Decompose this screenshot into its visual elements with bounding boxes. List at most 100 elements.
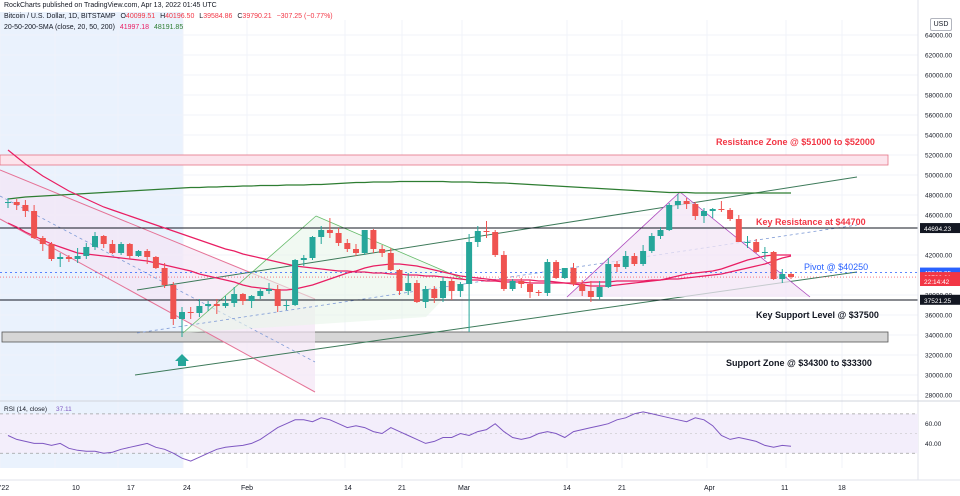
price-badge-text: 44694.23 bbox=[924, 226, 951, 233]
pattern-line bbox=[315, 215, 464, 280]
candle-body bbox=[222, 303, 229, 306]
time-axis-label: 11 bbox=[781, 485, 788, 492]
candle-body bbox=[674, 201, 681, 205]
candle bbox=[283, 300, 290, 310]
candle-body bbox=[22, 205, 29, 211]
time-axis-label: Mar bbox=[458, 485, 471, 492]
currency-button[interactable]: USD bbox=[930, 18, 952, 31]
price-tick-label: 64000.00 bbox=[925, 33, 952, 40]
candle-body bbox=[657, 230, 664, 236]
candle bbox=[761, 247, 768, 259]
candle-body bbox=[761, 252, 768, 253]
candle-body bbox=[587, 291, 594, 297]
candle-body bbox=[683, 201, 690, 204]
candle-body bbox=[170, 285, 177, 319]
candle bbox=[22, 200, 29, 217]
candle-body bbox=[735, 219, 742, 242]
candle bbox=[561, 268, 568, 279]
ohlc-c: C39790.21 bbox=[237, 13, 272, 20]
price-tick-label: 42000.00 bbox=[925, 253, 952, 260]
ohlc-h: H40196.50 bbox=[160, 13, 195, 20]
candle-body bbox=[318, 230, 325, 237]
candle bbox=[457, 282, 464, 297]
candle-body bbox=[213, 304, 220, 306]
candle bbox=[13, 199, 20, 210]
candle bbox=[701, 208, 707, 223]
candle-body bbox=[257, 291, 264, 296]
sma-legend[interactable]: 20-50-200-SMA (close, 20, 50, 200) 41997… bbox=[4, 24, 186, 31]
candle-body bbox=[709, 209, 716, 211]
candle bbox=[640, 245, 647, 266]
candle bbox=[135, 250, 142, 257]
rsi-line bbox=[7, 411, 792, 462]
rsi-tick-label: 60.00 bbox=[925, 421, 942, 428]
candle-body bbox=[457, 284, 464, 291]
candle bbox=[205, 301, 212, 311]
green-pattern bbox=[183, 216, 463, 333]
price-tick-label: 58000.00 bbox=[925, 93, 952, 100]
candle-body bbox=[413, 283, 420, 302]
candle-body bbox=[692, 204, 699, 216]
candle bbox=[326, 218, 333, 238]
candle bbox=[518, 278, 525, 288]
pattern-line bbox=[182, 215, 317, 334]
candle bbox=[553, 260, 560, 279]
candle-body bbox=[274, 289, 281, 306]
candle-body bbox=[109, 244, 116, 253]
time-axis-label: 14 bbox=[344, 485, 352, 492]
candle-body bbox=[387, 253, 394, 270]
candle bbox=[83, 243, 90, 259]
candle bbox=[361, 230, 368, 255]
candle bbox=[196, 299, 203, 317]
candle-body bbox=[370, 230, 377, 249]
candle bbox=[5, 198, 11, 208]
candle bbox=[692, 202, 699, 220]
candle-body bbox=[100, 236, 107, 244]
candle-body bbox=[770, 252, 777, 279]
candle-body bbox=[405, 283, 412, 291]
candle-body bbox=[179, 312, 185, 319]
candle-body bbox=[605, 264, 612, 287]
candle-body bbox=[39, 238, 46, 244]
candle-body bbox=[65, 257, 72, 259]
candle bbox=[405, 273, 412, 295]
candle-body bbox=[753, 242, 760, 252]
candle-body bbox=[570, 268, 577, 284]
candle bbox=[274, 285, 281, 312]
support-zone bbox=[1, 331, 889, 343]
candle bbox=[370, 229, 377, 253]
candle-body bbox=[622, 256, 629, 267]
candle bbox=[387, 248, 394, 271]
candle-body bbox=[161, 268, 168, 285]
wedge-line bbox=[566, 191, 681, 298]
descending-channel bbox=[0, 170, 315, 392]
time-axis-label: 14 bbox=[563, 485, 571, 492]
price-scale-bg bbox=[918, 0, 960, 496]
candle-body bbox=[440, 281, 446, 298]
candle-body bbox=[48, 244, 55, 259]
candle-body bbox=[509, 281, 516, 289]
price-tick-label: 30000.00 bbox=[925, 373, 952, 380]
candle-body bbox=[326, 230, 333, 233]
candle-body bbox=[466, 242, 473, 284]
candle bbox=[344, 239, 351, 252]
time-axis-label: 10 bbox=[72, 485, 80, 492]
candle bbox=[779, 269, 786, 283]
price-tick-label: 54000.00 bbox=[925, 133, 952, 140]
candle-body bbox=[448, 281, 455, 291]
candle bbox=[509, 279, 516, 291]
candle-body bbox=[579, 284, 586, 291]
time-axis-label: 18 bbox=[838, 485, 846, 492]
candle bbox=[683, 198, 690, 209]
candle-body bbox=[31, 211, 38, 238]
time-axis-label: '22 bbox=[0, 485, 9, 492]
price-badge-text: 22:14:42 bbox=[924, 279, 950, 286]
candle-body bbox=[744, 242, 751, 243]
time-axis-label: 21 bbox=[618, 485, 626, 492]
candle bbox=[309, 236, 316, 260]
candle bbox=[744, 236, 751, 248]
candle bbox=[152, 256, 159, 269]
candle-body bbox=[248, 296, 255, 301]
candle bbox=[92, 232, 98, 250]
